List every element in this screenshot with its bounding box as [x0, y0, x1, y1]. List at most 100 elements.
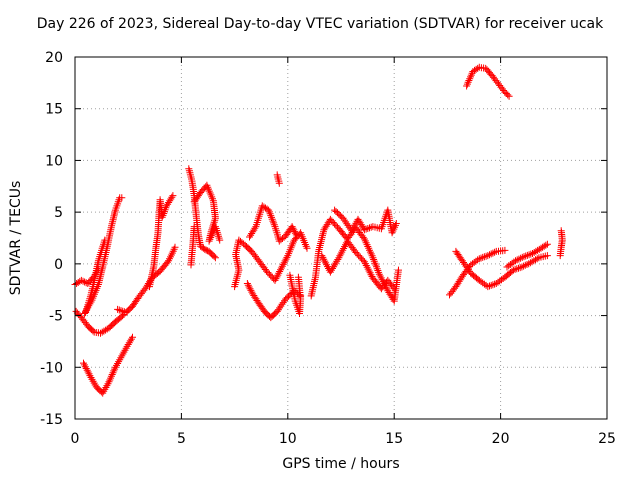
- y-tick-label: 20: [45, 50, 63, 66]
- data-point: [277, 264, 285, 272]
- data-point: [366, 248, 374, 256]
- data-point: [77, 276, 85, 284]
- data-point: [371, 259, 379, 267]
- data-point: [395, 266, 402, 274]
- data-point: [117, 307, 125, 315]
- data-point: [377, 274, 385, 282]
- data-point: [334, 256, 342, 263]
- data-point: [246, 285, 254, 293]
- data-point: [107, 372, 115, 380]
- data-point: [463, 80, 471, 88]
- data-point: [277, 266, 284, 274]
- data-point: [505, 92, 513, 100]
- data-point: [89, 327, 97, 335]
- data-point: [477, 254, 485, 262]
- data-point: [83, 366, 91, 374]
- x-tick-label: 20: [492, 431, 510, 447]
- data-point: [339, 246, 347, 254]
- data-point: [341, 243, 348, 251]
- data-point: [501, 246, 509, 254]
- data-point: [480, 253, 488, 261]
- data-point: [290, 226, 298, 234]
- data-point: [391, 223, 399, 231]
- data-point: [318, 252, 326, 260]
- data-point: [479, 253, 487, 261]
- data-point: [362, 239, 370, 247]
- data-point: [190, 223, 198, 231]
- data-point: [276, 304, 284, 312]
- data-point: [522, 252, 530, 260]
- data-point: [251, 224, 259, 232]
- data-point: [364, 243, 372, 250]
- data-point: [515, 264, 522, 272]
- data-point: [88, 375, 96, 383]
- data-point: [475, 255, 483, 263]
- data-point: [517, 254, 525, 262]
- data-point: [283, 253, 291, 261]
- data-point: [353, 250, 361, 258]
- data-point: [265, 206, 273, 214]
- data-point: [369, 254, 377, 262]
- data-point: [206, 235, 214, 243]
- data-point: [288, 223, 296, 231]
- data-point: [464, 78, 472, 86]
- data-point: [108, 371, 116, 378]
- data-point: [303, 244, 311, 252]
- data-point: [482, 252, 490, 260]
- data-point: [267, 212, 275, 220]
- data-point: [169, 192, 177, 200]
- data-point: [320, 255, 328, 263]
- data-point: [210, 218, 218, 226]
- data-point: [333, 257, 341, 265]
- data-point: [543, 252, 551, 260]
- data-point: [205, 237, 213, 245]
- data-point: [321, 257, 329, 265]
- data-point: [521, 261, 529, 269]
- data-point: [129, 333, 136, 341]
- chart-title: Day 226 of 2023, Sidereal Day-to-day VTE…: [36, 16, 604, 32]
- data-point: [264, 269, 272, 277]
- data-point: [338, 248, 346, 256]
- data-point: [516, 264, 524, 272]
- data-point: [527, 250, 535, 258]
- data-point: [465, 77, 473, 84]
- data-point: [110, 367, 118, 375]
- data-point: [373, 265, 381, 273]
- data-point: [276, 268, 284, 275]
- data-point: [464, 266, 472, 274]
- data-point: [115, 306, 123, 314]
- data-point: [331, 261, 339, 269]
- x-tick-label: 5: [177, 431, 186, 447]
- data-point: [489, 249, 497, 257]
- y-tick-label: 10: [45, 153, 63, 169]
- data-point: [491, 248, 499, 256]
- data-point: [364, 225, 372, 232]
- data-point: [244, 281, 252, 289]
- data-point: [270, 221, 278, 229]
- data-point: [243, 280, 251, 287]
- data-point: [332, 259, 340, 267]
- y-tick-label: -15: [40, 412, 63, 428]
- data-point: [109, 369, 117, 377]
- data-point: [292, 229, 299, 237]
- data-point: [279, 299, 287, 307]
- data-point: [525, 251, 533, 259]
- data-point: [269, 217, 277, 225]
- y-tick-label: 0: [54, 257, 63, 273]
- data-point: [215, 232, 222, 240]
- data-point: [360, 226, 368, 234]
- x-axis-label: GPS time / hours: [282, 456, 400, 472]
- y-tick-label: 5: [54, 205, 63, 221]
- data-point: [124, 341, 132, 348]
- data-point: [210, 252, 218, 260]
- data-point: [367, 271, 375, 279]
- data-point: [389, 283, 397, 291]
- data-point: [216, 236, 224, 244]
- data-point: [171, 243, 179, 251]
- data-point: [466, 75, 474, 83]
- data-point: [523, 251, 531, 259]
- data-point: [208, 232, 215, 240]
- data-point: [247, 286, 255, 294]
- data-point: [292, 231, 300, 239]
- data-point: [390, 285, 398, 293]
